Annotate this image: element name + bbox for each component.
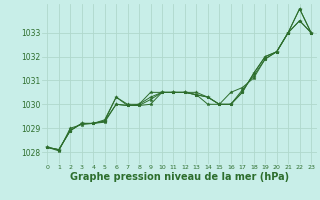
X-axis label: Graphe pression niveau de la mer (hPa): Graphe pression niveau de la mer (hPa)	[70, 172, 289, 182]
